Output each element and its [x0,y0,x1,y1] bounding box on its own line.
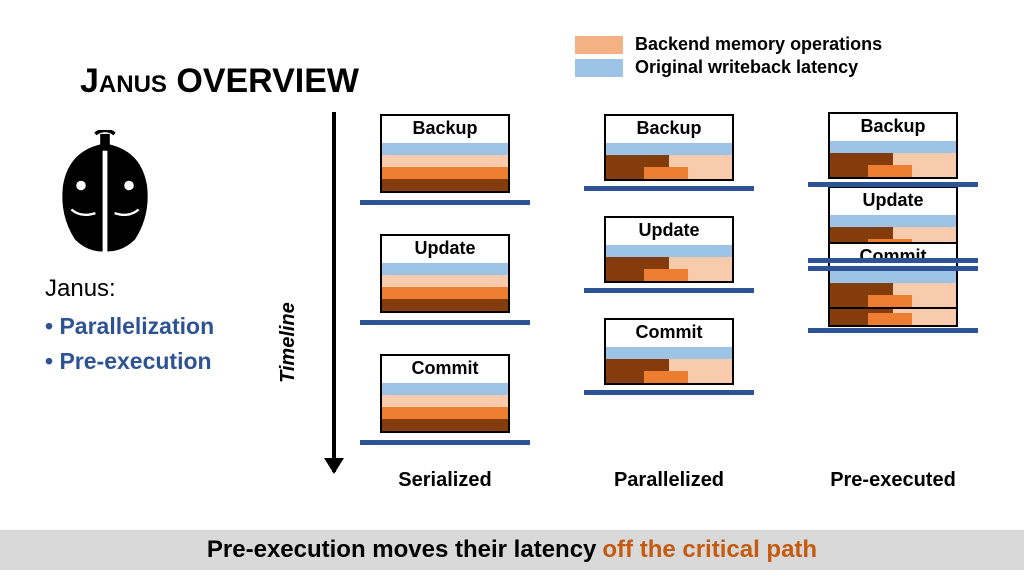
legend-label-backend: Backend memory operations [635,34,882,55]
stage-label: Update [830,188,956,215]
column-parallelized: Parallelized Backup Update Commit [574,112,764,492]
stage-label: Commit [606,320,732,347]
stage-box: Backup [380,114,510,193]
baseline [808,182,978,187]
column-preexecuted: Pre-executed BackupUpdateCommitCommit [798,112,988,492]
timeline-arrow [332,112,336,472]
baseline [360,200,530,205]
stage-label: Backup [606,116,732,143]
stage-box: Commit [380,354,510,433]
stage-box: Commit [828,242,958,309]
stage-label: Update [606,218,732,245]
stage-box: Update [380,234,510,313]
baseline [584,186,754,191]
slide-title: Janus OVERVIEW [80,62,359,101]
baseline [584,288,754,293]
baseline [584,390,754,395]
stage-label: Backup [830,114,956,141]
baseline [808,258,978,263]
timeline-label: Timeline [277,302,300,383]
diagram-columns: Serialized Backup Update Commit Paralleliz… [350,112,990,492]
bullet-parallelization: Parallelization [45,313,214,340]
janus-description: Janus: Parallelization Pre-execution [45,275,214,375]
conclusion-highlight: off the critical path [602,536,817,564]
stage-label: Update [382,236,508,263]
col-label-preexecuted: Pre-executed [798,469,988,492]
title-overview: OVERVIEW [167,62,359,100]
legend-label-writeback: Original writeback latency [635,57,858,78]
baseline [808,328,978,333]
legend: Backend memory operations Original write… [575,34,882,80]
conclusion-bar: Pre-execution moves their latency off th… [0,530,1024,570]
janus-heading: Janus: [45,275,214,303]
stage-box: Commit [604,318,734,385]
legend-row-writeback: Original writeback latency [575,57,882,78]
stage-box: Update [604,216,734,283]
stage-label: Backup [382,116,508,143]
baseline [360,320,530,325]
baseline [360,440,530,445]
col-label-parallelized: Parallelized [574,469,764,492]
bullet-preexecution: Pre-execution [45,348,214,375]
baseline [808,266,978,271]
conclusion-text: Pre-execution moves their latency [207,536,596,564]
column-serialized: Serialized Backup Update Commit [350,112,540,492]
stage-box: Backup [828,112,958,179]
stage-box: Backup [604,114,734,181]
legend-swatch-backend [575,36,623,54]
legend-row-backend: Backend memory operations [575,34,882,55]
legend-swatch-writeback [575,59,623,77]
title-janus: Janus [80,62,167,100]
janus-icon [45,130,165,265]
stage-label: Commit [382,356,508,383]
col-label-serialized: Serialized [350,469,540,492]
